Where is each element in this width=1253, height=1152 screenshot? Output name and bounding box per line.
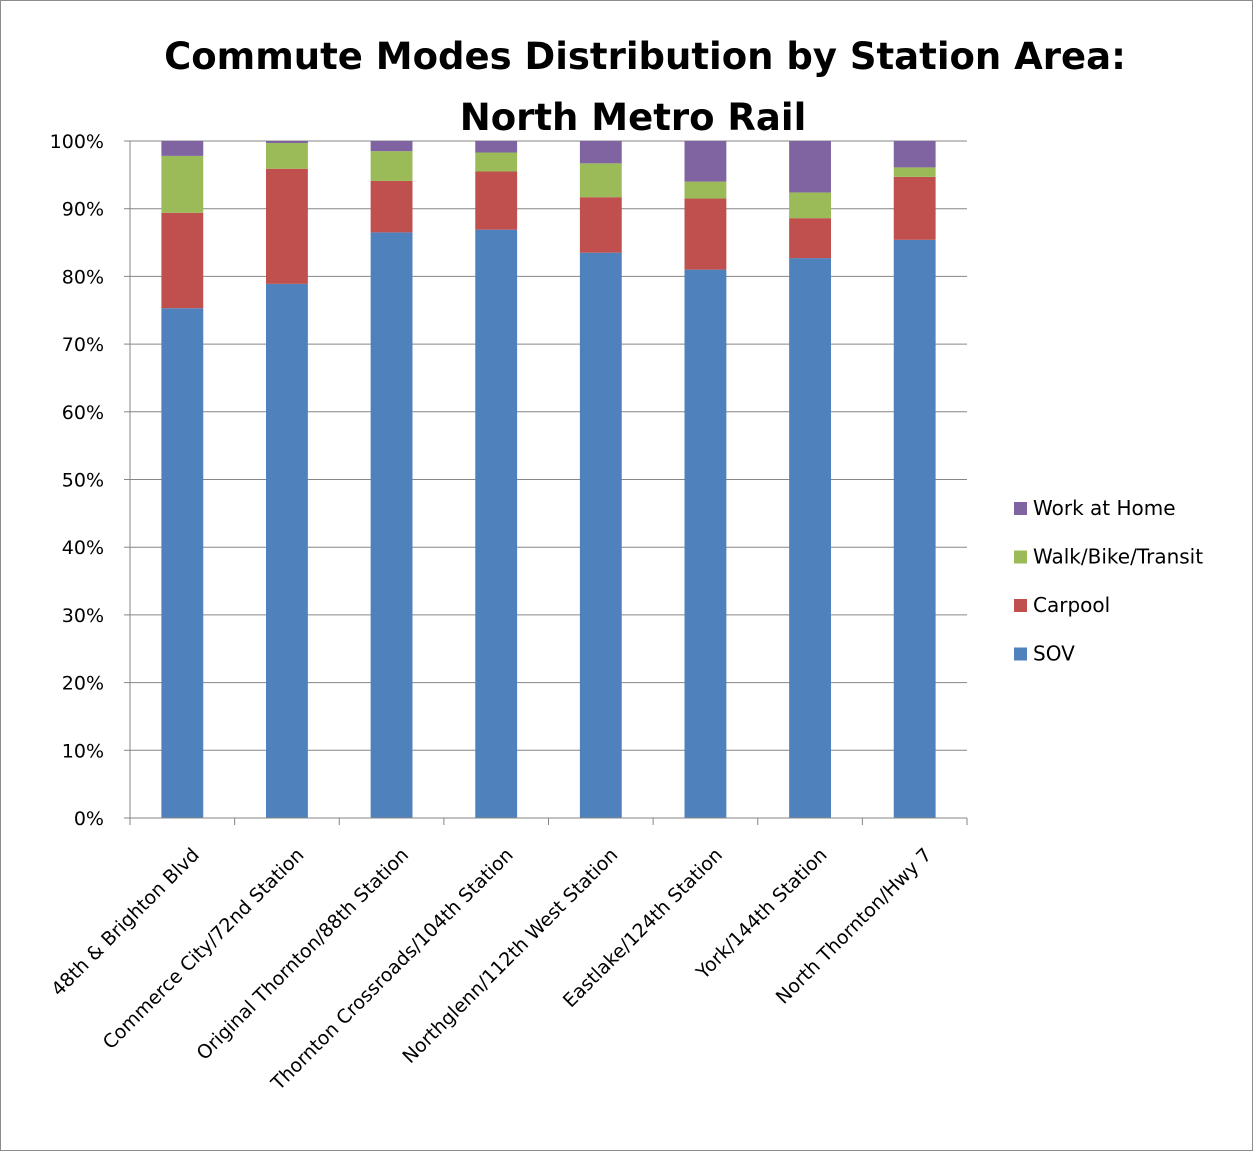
bar-segment-work-at-home (579, 141, 622, 164)
bar-segment-walk-bike-transit (893, 167, 936, 177)
bar-segment-carpool (475, 171, 518, 230)
y-axis-ticks: 0% 10% 20% 30% 40% 50% 60% 70% 80% 90% 100% (50, 131, 104, 830)
y-tick-label: 30% (62, 605, 104, 627)
bar-segment-work-at-home (789, 141, 831, 193)
x-tick-label: Commerce City/72nd Station (99, 844, 309, 1054)
bar-segment-carpool (161, 212, 204, 309)
bar-segment-carpool (370, 180, 413, 233)
y-tick-label: 0% (74, 808, 104, 830)
y-tick-label: 100% (50, 131, 104, 153)
legend-swatch-walk-bike-transit (1014, 550, 1027, 564)
bar-segment-sov (475, 229, 518, 818)
chart-title: Commute Modes Distribution by Station Ar… (164, 35, 1126, 139)
legend-swatch-sov (1014, 647, 1027, 661)
bar-segment-carpool (579, 197, 622, 253)
bar-segment-work-at-home (684, 141, 727, 182)
bar-segment-walk-bike-transit (475, 152, 518, 172)
y-tick-label: 80% (62, 266, 104, 288)
legend-label-work-at-home: Work at Home (1033, 496, 1176, 520)
axes (124, 140, 968, 825)
chart-title-line-1: Commute Modes Distribution by Station Ar… (164, 35, 1126, 78)
bars (161, 141, 936, 819)
bar-segment-work-at-home (161, 141, 204, 156)
bar-segment-sov (579, 252, 622, 818)
legend-swatch-carpool (1014, 599, 1027, 612)
bar-segment-sov (266, 283, 308, 818)
y-tick-label: 90% (62, 199, 104, 221)
bar-segment-work-at-home (893, 141, 936, 168)
bar-segment-walk-bike-transit (579, 163, 622, 198)
legend-label-walk-bike-transit: Walk/Bike/Transit (1033, 545, 1203, 569)
bar-segment-sov (893, 239, 936, 819)
chart-title-line-2: North Metro Rail (460, 96, 807, 139)
y-tick-label: 50% (62, 470, 104, 492)
bar-segment-walk-bike-transit (161, 155, 204, 213)
bar-segment-carpool (789, 218, 831, 259)
bar-segment-walk-bike-transit (789, 192, 831, 219)
bar-segment-carpool (684, 198, 727, 270)
bar-segment-walk-bike-transit (684, 181, 727, 199)
bar-segment-sov (789, 258, 831, 819)
legend-label-carpool: Carpool (1033, 593, 1110, 617)
bar-segment-work-at-home (266, 141, 308, 144)
y-tick-label: 70% (62, 334, 104, 356)
bar-segment-carpool (893, 176, 936, 240)
bar-segment-walk-bike-transit (370, 151, 413, 181)
y-tick-label: 40% (62, 537, 104, 559)
bar-segment-carpool (266, 168, 308, 284)
bar-segment-work-at-home (370, 141, 413, 152)
y-tick-label: 60% (62, 402, 104, 424)
legend-label-sov: SOV (1033, 642, 1075, 666)
y-tick-label: 20% (62, 673, 104, 695)
bar-segment-sov (684, 269, 727, 818)
bar-segment-sov (370, 232, 413, 818)
bar-segment-work-at-home (475, 141, 518, 153)
bar-segment-sov (161, 308, 204, 818)
y-tick-label: 10% (62, 740, 104, 762)
legend: Work at Home Walk/Bike/Transit Carpool SOV (1014, 496, 1203, 666)
x-tick-label: Original Thornton/88th Station (193, 844, 414, 1065)
bar-segment-walk-bike-transit (266, 143, 308, 169)
legend-swatch-work-at-home (1014, 502, 1027, 515)
gridlines (130, 140, 967, 751)
x-tick-label: Northglenn/112th West Station (398, 844, 622, 1068)
